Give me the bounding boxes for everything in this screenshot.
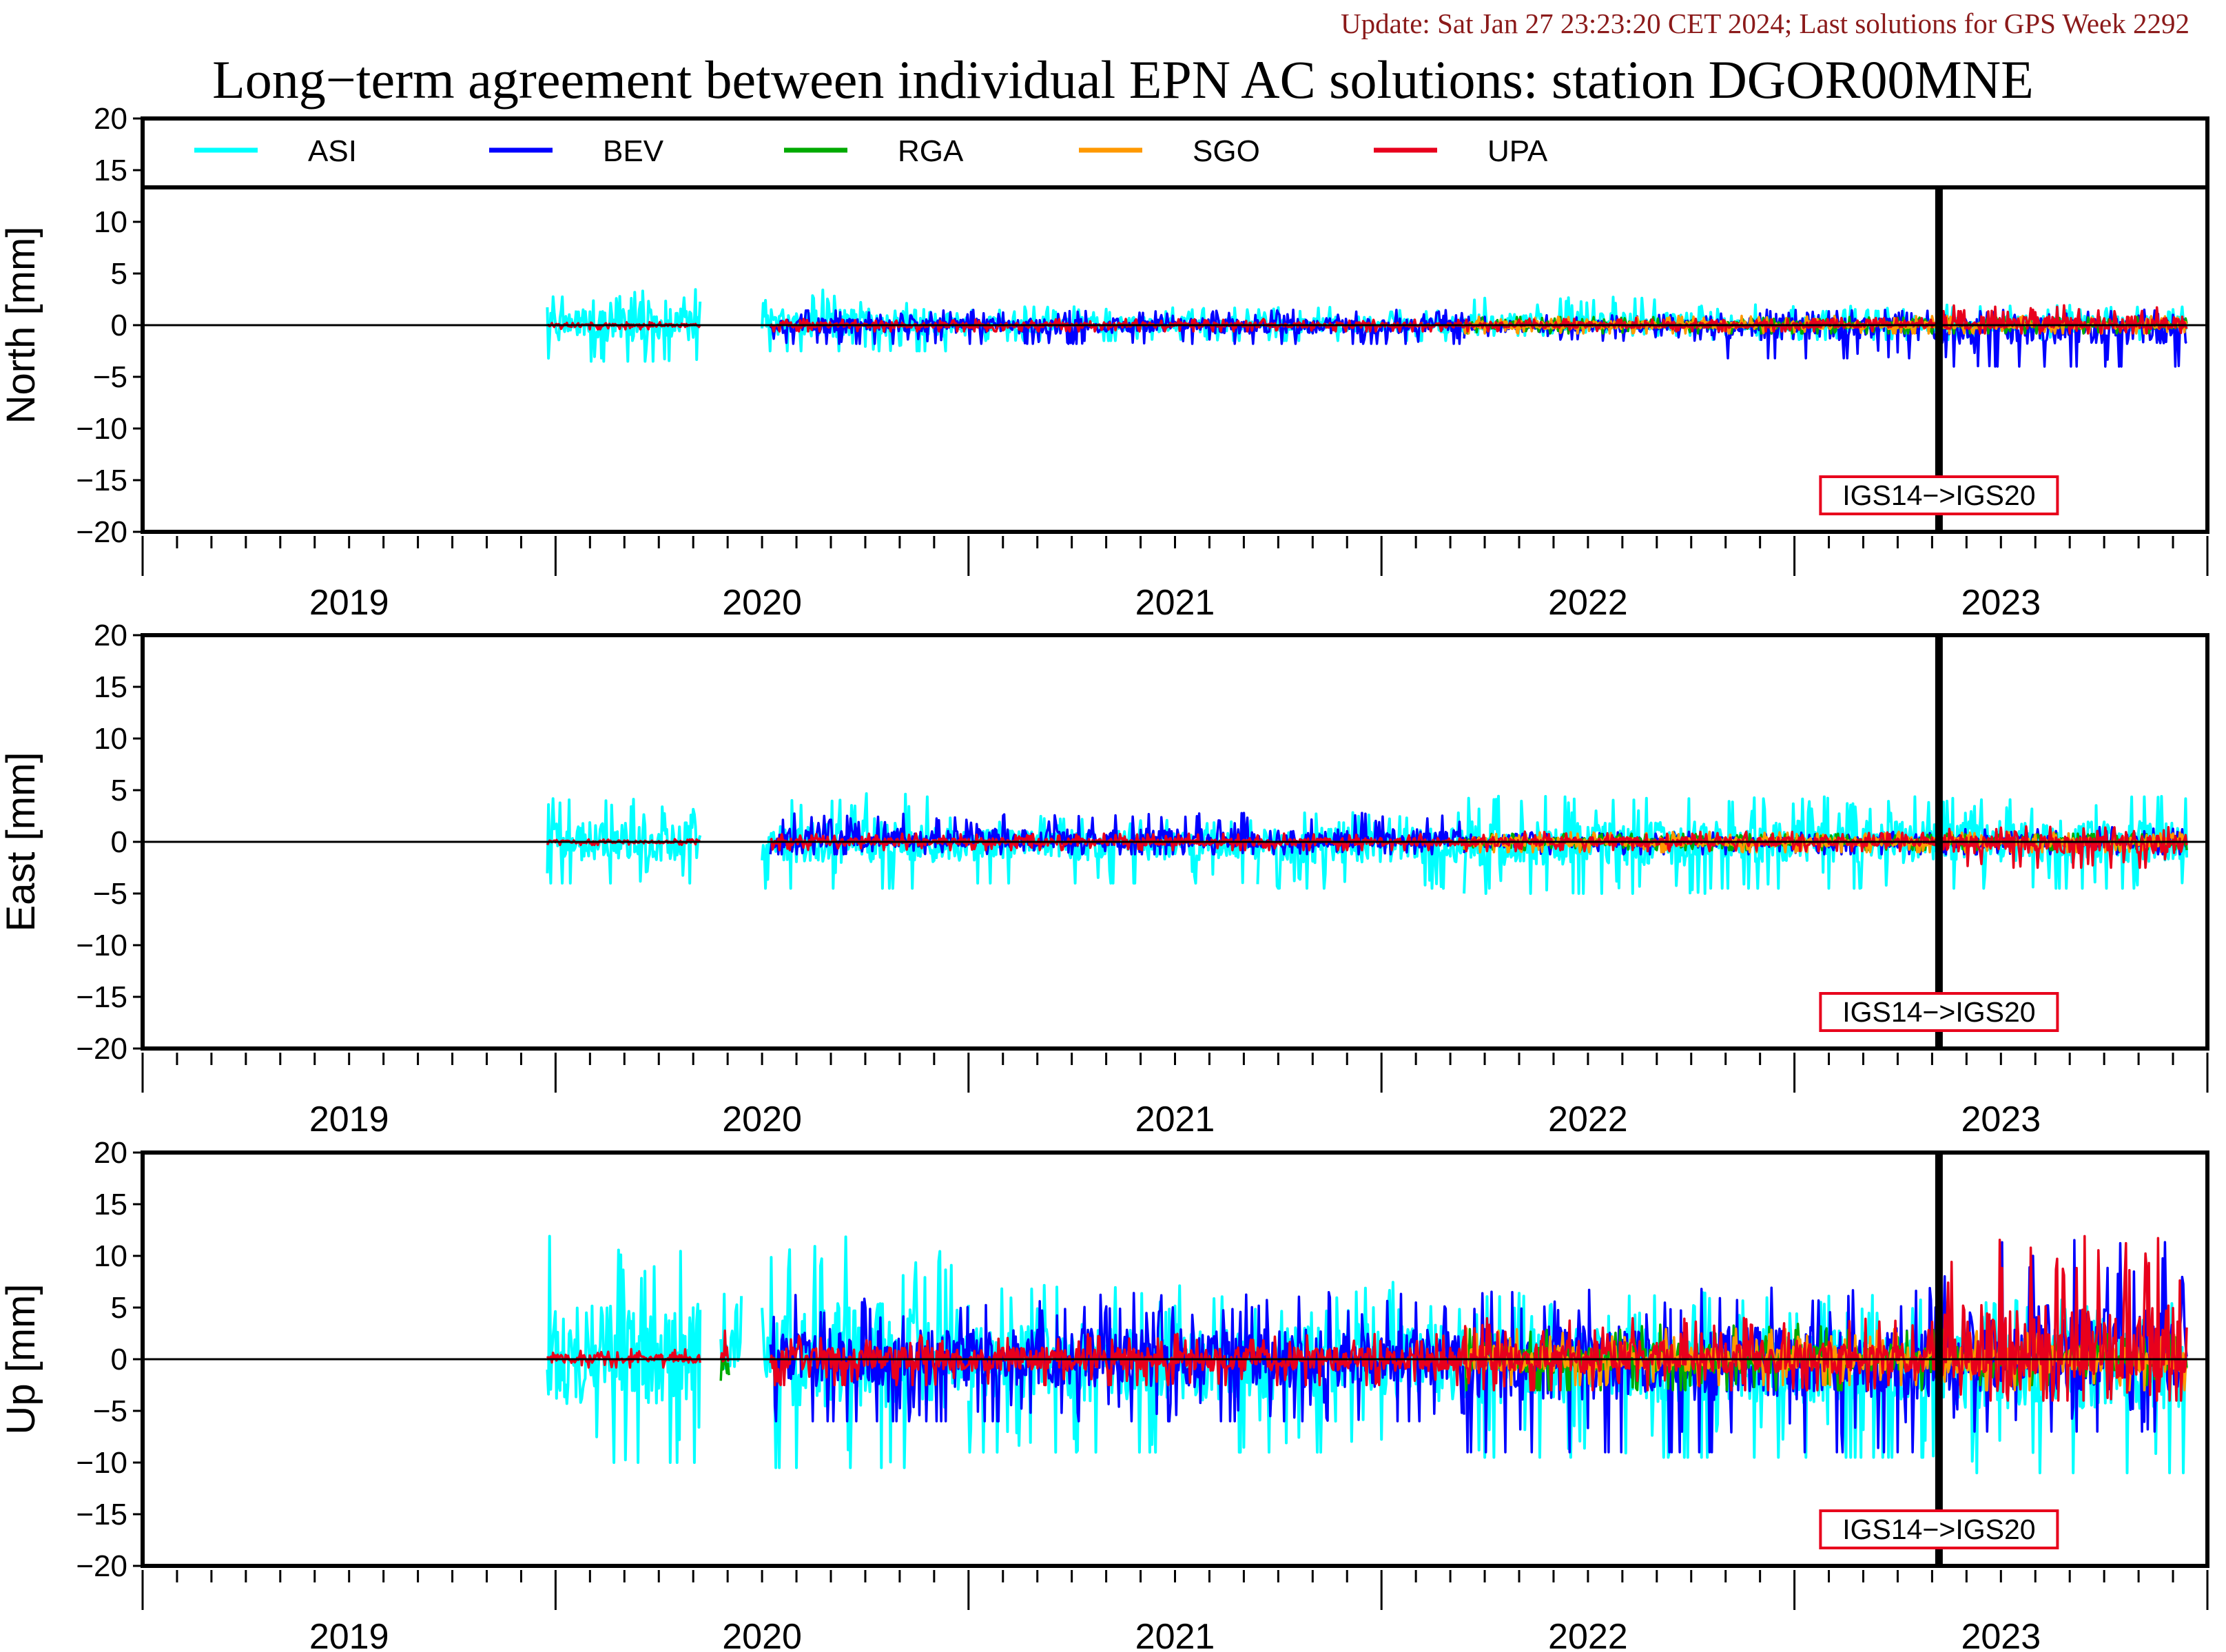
- y-tick-label: 0: [111, 825, 127, 859]
- chart-title: Long−term agreement between individual E…: [212, 50, 2034, 110]
- x-tick-label: 2019: [309, 1617, 389, 1652]
- y-tick-label: −10: [76, 412, 127, 446]
- x-tick-label: 2020: [722, 1099, 802, 1139]
- x-tick-label: 2022: [1548, 1617, 1628, 1652]
- y-tick-label: 20: [94, 619, 127, 652]
- y-tick-label: 15: [94, 670, 127, 704]
- x-tick-label: 2021: [1135, 1617, 1215, 1652]
- y-axis-label: East [mm]: [0, 752, 43, 931]
- x-tick-label: 2023: [1961, 1099, 2041, 1139]
- y-tick-label: −5: [93, 877, 127, 911]
- y-tick-label: −5: [93, 360, 127, 394]
- plot-frame: [141, 633, 2209, 1051]
- panel-3: 20 15 10 5 0 −5 −10 −15 −20 Up [mm] IGS14−>IGS20 20…: [0, 1136, 2209, 1652]
- y-tick-label: 10: [94, 722, 127, 756]
- legend-box: [141, 116, 2209, 189]
- y-tick-label: 10: [94, 205, 127, 239]
- legend-label-bev: BEV: [603, 134, 664, 168]
- legend-label-asi: ASI: [308, 134, 357, 168]
- plot-frame: [141, 1150, 2209, 1568]
- y-tick-label: −15: [76, 1498, 127, 1531]
- annotation-box: [1819, 475, 2059, 515]
- x-tick-label: 2019: [309, 1099, 389, 1139]
- y-tick-label: 15: [94, 1188, 127, 1221]
- y-tick-label: 20: [94, 102, 127, 136]
- x-tick-label: 2022: [1548, 583, 1628, 623]
- annotation-box: [1819, 1509, 2059, 1549]
- y-tick-label: 5: [111, 257, 127, 291]
- y-tick-label: 5: [111, 774, 127, 807]
- x-tick-label: 2023: [1961, 583, 2041, 623]
- legend: ASI BEV RGA SGO UPA: [141, 116, 2209, 189]
- x-tick-label: 2021: [1135, 583, 1215, 623]
- y-tick-label: −10: [76, 1446, 127, 1480]
- x-tick-label: 2019: [309, 583, 389, 623]
- y-axis-label: North [mm]: [0, 227, 43, 424]
- y-tick-label: −15: [76, 464, 127, 497]
- y-tick-label: −15: [76, 980, 127, 1014]
- y-tick-label: 10: [94, 1239, 127, 1273]
- series-upa: [546, 1235, 2188, 1402]
- y-tick-label: −20: [76, 1549, 127, 1583]
- y-tick-label: −20: [76, 1032, 127, 1066]
- legend-label-sgo: SGO: [1193, 134, 1260, 168]
- annotation-label: IGS14−>IGS20: [1842, 996, 2035, 1028]
- panel-1: 20 15 10 5 0 −5 −10 −15 −20 North [mm] IGS14−>IGS2…: [0, 102, 2209, 623]
- y-axis-label: Up [mm]: [0, 1283, 43, 1434]
- annotation-label: IGS14−>IGS20: [1842, 1514, 2035, 1545]
- y-tick-label: −5: [93, 1394, 127, 1428]
- y-tick-label: 15: [94, 154, 127, 187]
- y-tick-label: −20: [76, 515, 127, 549]
- annotation-label: IGS14−>IGS20: [1842, 479, 2035, 511]
- x-tick-label: 2020: [722, 1617, 802, 1652]
- x-tick-label: 2022: [1548, 1099, 1628, 1139]
- update-note: Update: Sat Jan 27 23:23:20 CET 2024; La…: [1341, 8, 2189, 39]
- legend-label-rga: RGA: [898, 134, 964, 168]
- annotation-box: [1819, 992, 2059, 1032]
- y-tick-label: 0: [111, 1343, 127, 1376]
- y-tick-label: 20: [94, 1136, 127, 1170]
- panel-2: 20 15 10 5 0 −5 −10 −15 −20 East [mm] IGS14−>IGS20…: [0, 619, 2209, 1139]
- x-tick-label: 2021: [1135, 1099, 1215, 1139]
- x-tick-label: 2023: [1961, 1617, 2041, 1652]
- legend-label-upa: UPA: [1487, 134, 1548, 168]
- x-tick-label: 2020: [722, 583, 802, 623]
- y-tick-label: −10: [76, 929, 127, 962]
- y-tick-label: 0: [111, 309, 127, 342]
- y-tick-label: 5: [111, 1291, 127, 1325]
